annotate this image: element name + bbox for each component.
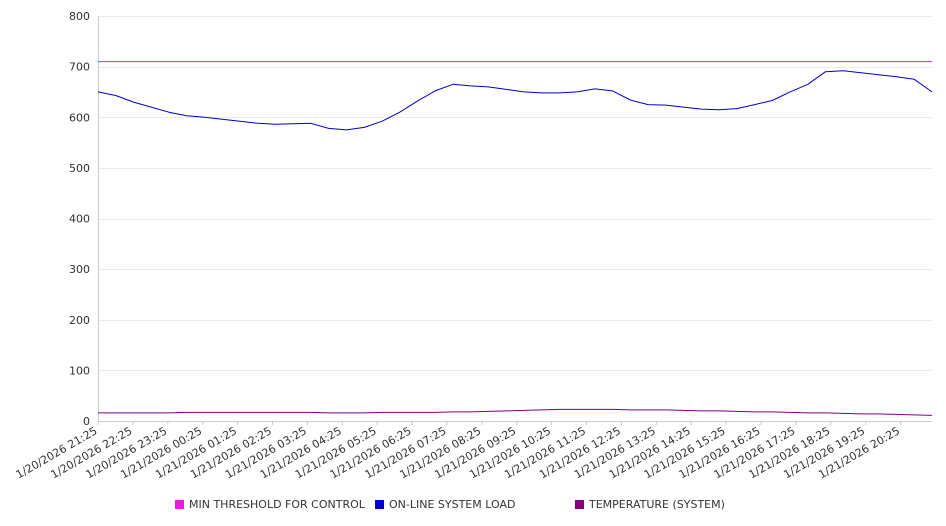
y-tick-label: 700 xyxy=(69,61,90,74)
legend-label-temperature: TEMPERATURE (SYSTEM) xyxy=(589,498,725,511)
legend-item-min-threshold: MIN THRESHOLD FOR CONTROL xyxy=(175,498,365,511)
x-tick-labels: 1/20/2026 21:251/20/2026 22:251/20/2026 … xyxy=(14,421,902,481)
legend-swatch-temperature xyxy=(575,500,584,509)
y-tick-label: 800 xyxy=(69,10,90,23)
y-tick-label: 0 xyxy=(83,415,90,428)
legend-swatch-min-threshold xyxy=(175,500,184,509)
y-tick-label: 500 xyxy=(69,162,90,175)
legend-label-system-load: ON-LINE SYSTEM LOAD xyxy=(389,498,516,511)
legend-item-temperature: TEMPERATURE (SYSTEM) xyxy=(575,498,725,511)
y-tick-label: 600 xyxy=(69,111,90,124)
temperature-line xyxy=(98,408,933,416)
legend: MIN THRESHOLD FOR CONTROL ON-LINE SYSTEM… xyxy=(0,496,946,516)
y-tick-label: 300 xyxy=(69,263,90,276)
legend-label-min-threshold: MIN THRESHOLD FOR CONTROL xyxy=(189,498,365,511)
y-tick-label: 100 xyxy=(69,364,90,377)
system-load-line xyxy=(97,70,933,131)
series-lines xyxy=(97,61,933,416)
legend-swatch-system-load xyxy=(375,500,384,509)
grid-lines xyxy=(98,16,932,371)
y-tick-label: 400 xyxy=(69,213,90,226)
legend-item-system-load: ON-LINE SYSTEM LOAD xyxy=(375,498,515,511)
y-tick-labels: 0 100 200 300 400 500 600 700 800 xyxy=(69,10,90,428)
y-tick-label: 200 xyxy=(69,314,90,327)
